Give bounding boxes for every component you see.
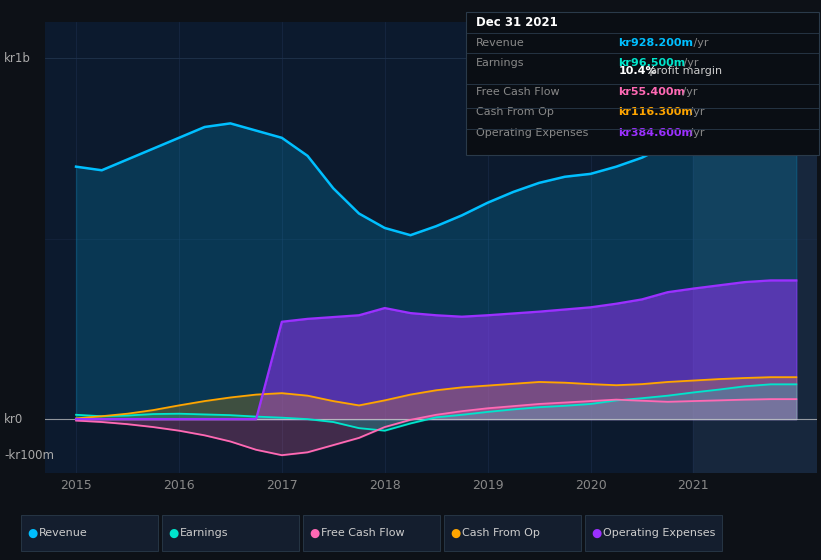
Text: kr96.500m: kr96.500m xyxy=(618,58,686,68)
Text: Revenue: Revenue xyxy=(476,38,525,48)
Text: kr384.600m: kr384.600m xyxy=(618,128,693,138)
Text: kr0: kr0 xyxy=(4,413,23,426)
Text: Free Cash Flow: Free Cash Flow xyxy=(321,528,405,538)
Text: Dec 31 2021: Dec 31 2021 xyxy=(476,16,558,29)
Text: Earnings: Earnings xyxy=(180,528,228,538)
Text: /yr: /yr xyxy=(686,108,705,117)
Text: Free Cash Flow: Free Cash Flow xyxy=(476,87,560,97)
Text: Cash From Op: Cash From Op xyxy=(476,108,554,117)
Text: ●: ● xyxy=(451,526,461,540)
Text: kr1b: kr1b xyxy=(4,52,31,65)
Text: 10.4%: 10.4% xyxy=(618,66,657,76)
Text: kr928.200m: kr928.200m xyxy=(618,38,693,48)
Text: Operating Expenses: Operating Expenses xyxy=(476,128,589,138)
Text: ●: ● xyxy=(592,526,602,540)
Text: /yr: /yr xyxy=(680,58,699,68)
Text: Revenue: Revenue xyxy=(39,528,87,538)
Text: ●: ● xyxy=(168,526,178,540)
Text: kr116.300m: kr116.300m xyxy=(618,108,693,117)
Text: profit margin: profit margin xyxy=(646,66,722,76)
Text: ●: ● xyxy=(310,526,319,540)
Text: /yr: /yr xyxy=(679,87,698,97)
Text: /yr: /yr xyxy=(690,38,709,48)
Text: -kr100m: -kr100m xyxy=(4,449,54,461)
Text: Cash From Op: Cash From Op xyxy=(462,528,540,538)
Text: kr55.400m: kr55.400m xyxy=(618,87,686,97)
Text: Earnings: Earnings xyxy=(476,58,525,68)
Bar xyxy=(694,22,817,473)
Text: Operating Expenses: Operating Expenses xyxy=(603,528,716,538)
Text: /yr: /yr xyxy=(686,128,705,138)
Text: ●: ● xyxy=(27,526,37,540)
